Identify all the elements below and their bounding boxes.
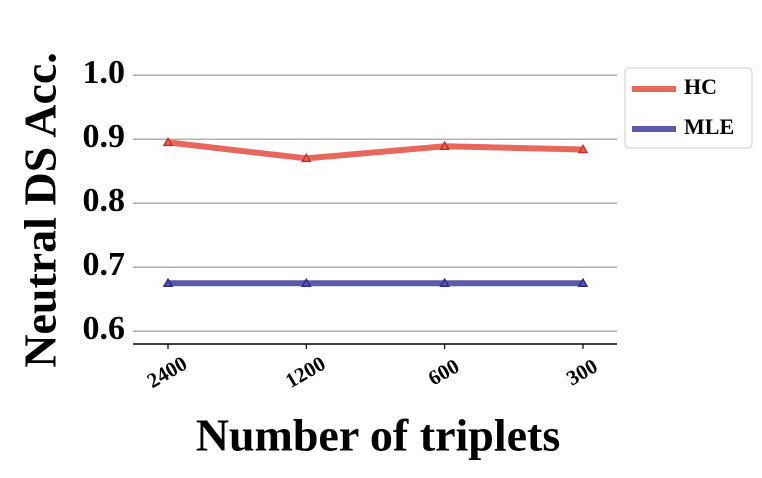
y-tick-label: 0.7 xyxy=(83,246,126,283)
x-tick-label: 600 xyxy=(424,354,463,391)
marker xyxy=(577,143,589,154)
marker xyxy=(439,140,450,150)
y-tick-label: 0.9 xyxy=(83,118,126,155)
marker xyxy=(301,277,312,287)
marker xyxy=(162,277,174,287)
y-tick-label: 0.6 xyxy=(83,310,126,347)
y-tick-label: 1.0 xyxy=(83,54,126,91)
line xyxy=(167,139,584,162)
x-tick-label: 1200 xyxy=(281,351,329,393)
y-tick-label: 0.8 xyxy=(83,182,126,219)
marker xyxy=(577,277,589,287)
legend-label: HC xyxy=(684,74,717,99)
y-axis-label: Neutral DS Acc. xyxy=(15,52,66,368)
x-tick-label: 300 xyxy=(562,354,601,391)
marker xyxy=(301,152,312,163)
marker xyxy=(439,277,450,287)
marker xyxy=(162,136,174,147)
legend-label: MLE xyxy=(684,114,734,139)
x-tick-label: 2400 xyxy=(143,351,191,393)
x-axis-label: Number of triplets xyxy=(196,410,561,461)
